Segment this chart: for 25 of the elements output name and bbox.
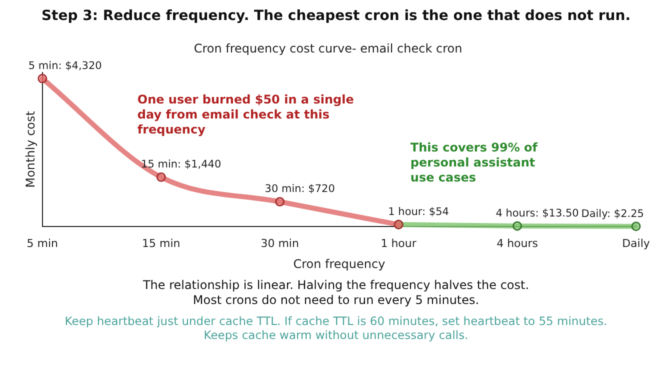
data-label: 30 min: $720 — [264, 183, 335, 196]
point — [156, 172, 166, 182]
text: Keep heartbeat just under cache TTL. If cache TTL is 60 minutes, set heartbeat to 55 minutes. Keeps cache warm without unnecessary calls. — [64, 314, 608, 342]
chart-title: Step 3: Reduce frequency. The cheapest cron is the one that does not run. — [40, 7, 632, 26]
point — [275, 197, 285, 207]
y-axis-title: Monthly cost — [23, 110, 38, 188]
x-tick-label: 15 min — [142, 236, 180, 250]
text: Most crons do not need to run every 5 minutes. — [192, 293, 480, 308]
text: The relationship is linear. Halving the frequency halves the cost. — [142, 278, 530, 293]
data-label: 4 hours: $13.50 — [496, 207, 579, 220]
data-label: 5 min: $4,320 — [28, 60, 102, 72]
x-tick-label: 4 hours — [496, 236, 538, 250]
point — [631, 222, 641, 232]
chart-subtitle: Cron frequency cost curve- email check cron — [194, 41, 462, 56]
annotation: One user burned $50 in a single day from email check at this frequency — [137, 92, 354, 137]
data-label: Daily: $2.25 — [581, 208, 644, 220]
x-tick-label: 5 min — [26, 236, 58, 250]
point — [38, 74, 48, 84]
point — [512, 221, 522, 231]
annotation: This covers 99% of personal assistant use cases — [410, 140, 538, 185]
x-tick-label: 1 hour — [380, 236, 417, 250]
x-axis-title: Cron frequency — [293, 256, 386, 271]
data-label: 1 hour: $54 — [388, 206, 450, 218]
x-tick-label: 30 min — [260, 236, 299, 250]
x-tick-label: Daily — [622, 236, 650, 250]
